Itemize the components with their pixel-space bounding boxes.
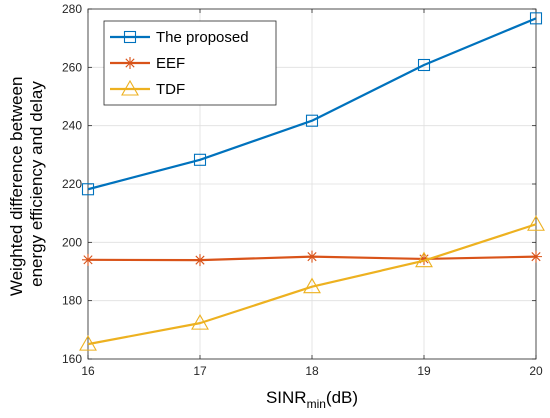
data-point-the-proposed: [81, 183, 95, 196]
x-tick-label: 20: [529, 364, 543, 378]
data-point-tdf: [527, 215, 545, 231]
x-axis-label: SINRmin(dB): [266, 388, 358, 411]
legend-label-tdf: TDF: [156, 81, 185, 98]
x-axis-label-main: SINR: [266, 388, 307, 407]
data-point-tdf: [303, 277, 321, 294]
data-point-the-proposed: [529, 12, 543, 25]
data-point-the-proposed: [193, 153, 207, 166]
legend-marker-eef: [124, 57, 136, 69]
x-axis-label-suffix: (dB): [326, 388, 358, 407]
x-tick-label: 19: [417, 364, 431, 378]
data-point-tdf: [191, 314, 209, 330]
data-point-eef: [418, 252, 430, 265]
data-point-tdf: [79, 335, 97, 351]
series-line-tdf: [87, 223, 537, 346]
y-tick-label: 200: [62, 235, 82, 249]
x-tick-label: 18: [305, 364, 319, 378]
data-point-eef: [194, 254, 206, 267]
y-tick-label: 220: [62, 177, 82, 191]
data-point-tdf: [415, 251, 433, 268]
y-tick-label: 260: [62, 60, 82, 74]
y-axis-label-line-1: Weighted difference between: [7, 77, 26, 297]
legend-marker-tdf: [121, 79, 139, 96]
data-point-eef: [530, 250, 542, 263]
legend-label-the-proposed: The proposed: [156, 29, 249, 46]
data-point-eef: [306, 250, 318, 263]
series-tdf: [79, 215, 545, 351]
legend-label-eef: EEF: [156, 55, 185, 72]
data-point-the-proposed: [417, 58, 431, 72]
x-axis-label-subscript: min: [307, 397, 326, 411]
legend: The proposed EEF TDF: [103, 20, 277, 106]
data-point-the-proposed: [305, 114, 319, 127]
data-point-eef: [82, 253, 94, 266]
series-line-the-proposed: [87, 17, 537, 191]
y-axis-label-line-2: energy efficiency and delay: [27, 81, 46, 287]
legend-marker-the-proposed: [123, 30, 137, 44]
series-the-proposed: [81, 12, 543, 196]
x-tick-label: 16: [81, 364, 95, 378]
y-tick-label: 240: [62, 119, 82, 133]
x-tick-label: 17: [193, 364, 207, 378]
y-axis-ticks: 160 180 200 220 240 260 280: [62, 2, 536, 366]
series-group: [79, 12, 545, 351]
y-tick-label: 280: [62, 2, 82, 16]
y-tick-label: 160: [62, 352, 82, 366]
series-eef: [82, 250, 542, 267]
x-axis-ticks: 16 17 18 19 20: [81, 9, 543, 378]
y-axis-label: Weighted difference between energy effic…: [7, 72, 46, 296]
y-tick-label: 180: [62, 294, 82, 308]
